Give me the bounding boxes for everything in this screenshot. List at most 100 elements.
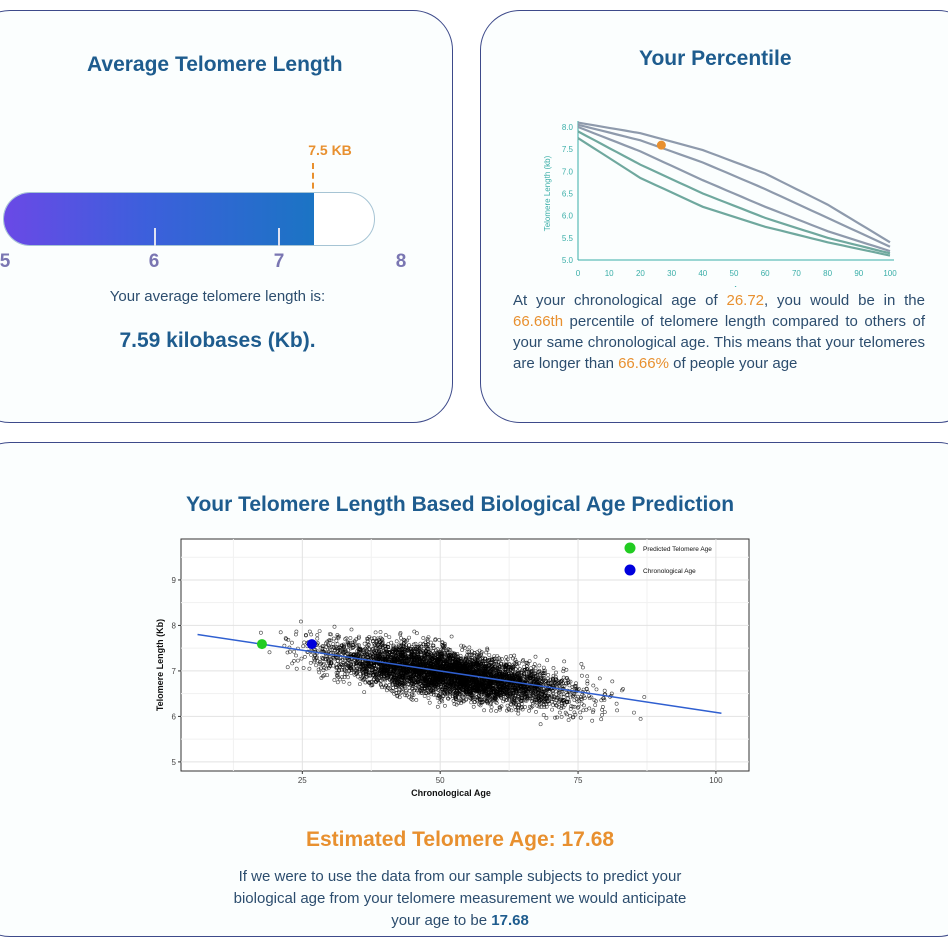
- scatter-point: [328, 638, 333, 643]
- percentile-chart: 0 10 20 30 40 50 60 70 80 90 1005.05.56.06.57.07.5…: [543, 121, 897, 287]
- gauge-tick-6: [154, 228, 156, 246]
- scatter-point: [425, 637, 430, 641]
- scatter-point: [585, 674, 590, 679]
- scatter-point: [307, 629, 312, 634]
- percentile-y-tick-label: 7.5: [562, 145, 574, 154]
- percentile-y-tick-label: 5.0: [562, 256, 574, 265]
- scatter-point: [561, 675, 566, 680]
- scatter-point: [351, 668, 356, 673]
- scatter-point: [363, 680, 368, 685]
- scatter-point: [437, 692, 442, 697]
- scatter-point: [602, 710, 607, 715]
- percent-value: 66.66%: [618, 355, 669, 372]
- scatter-point: [537, 663, 542, 668]
- scatter-point: [570, 704, 575, 709]
- scatter-point: [309, 632, 314, 637]
- scatter-point: [292, 649, 297, 654]
- scatter-point: [555, 715, 559, 720]
- scatter-point: [494, 709, 499, 713]
- scatter-point: [615, 708, 620, 713]
- scatter-point: [526, 661, 530, 666]
- telomere-length-card: Average Telomere Length 7.5 KB 5 6 7 8 Y…: [0, 10, 453, 423]
- scatter-point: [372, 643, 377, 648]
- scatter-point: [344, 672, 349, 677]
- prediction-card: Your Telomere Length Based Biological Ag…: [0, 442, 948, 937]
- scatter-point: [559, 706, 564, 711]
- scatter-point: [554, 670, 558, 675]
- scatter-point: [504, 708, 509, 713]
- scatter-point: [314, 663, 319, 668]
- scatter-point: [427, 700, 432, 705]
- scatter-point: [582, 696, 587, 700]
- scatter-point: [570, 685, 575, 689]
- scatter-point: [578, 710, 583, 715]
- scatter-point: [428, 640, 433, 645]
- scatter-point: [449, 634, 454, 639]
- scatter-point: [347, 643, 351, 648]
- scatter-point: [508, 702, 513, 706]
- scatter-point: [585, 679, 590, 684]
- percentile-x-tick-label: 80: [823, 269, 832, 278]
- scatter-point: [533, 654, 538, 659]
- scatter-point: [448, 648, 453, 652]
- scatter-point: [538, 722, 543, 727]
- scatter-point: [437, 638, 442, 642]
- scatter-point: [394, 639, 399, 644]
- scatter-point: [290, 661, 295, 666]
- percentile-x-tick-label: 90: [854, 269, 863, 278]
- scatter-point: [572, 710, 577, 715]
- percentile-card: Your Percentile 0 10 20 30 40 50 60 70 80 90 100 5.…: [480, 10, 948, 423]
- scatter-point: [366, 643, 371, 648]
- scatter-point: [497, 707, 502, 712]
- scatter-point: [365, 639, 370, 644]
- percentile-text-4: of people your age: [668, 355, 798, 372]
- scatter-point: [346, 675, 350, 680]
- telomere-gauge-fill: [4, 193, 314, 245]
- scatter-point: [357, 643, 361, 648]
- scatter-point: [426, 635, 431, 640]
- percentile-curve-4: [577, 130, 891, 255]
- percentile-y-tick-label: 8.0: [562, 123, 574, 132]
- gauge-scale-label-8: 8: [395, 251, 407, 272]
- scatter-point: [285, 650, 290, 655]
- telomere-gauge-bar: [3, 192, 375, 246]
- scatter-point: [338, 677, 343, 682]
- percentile-curve-5: [577, 137, 891, 257]
- percentile-x-tick-label: 60: [761, 269, 770, 278]
- scatter-point: [378, 630, 383, 634]
- percentile-y-tick-label: 7.0: [562, 167, 574, 176]
- gauge-card-title: Average Telomere Length: [87, 53, 343, 76]
- scatter-point: [561, 692, 566, 696]
- percentile-x-tick-label: 20: [636, 269, 645, 278]
- percentile-y-tick-label: 5.5: [562, 234, 574, 243]
- scatter-point: [435, 704, 440, 709]
- scatter-point: [301, 666, 306, 670]
- scatter-point-cloud: [259, 619, 647, 727]
- scatter-point: [590, 710, 595, 715]
- scatter-point: [609, 691, 614, 696]
- scatter-point: [557, 710, 562, 715]
- percentile-curve-2: [577, 123, 891, 248]
- gauge-scale-label-6: 6: [148, 251, 160, 272]
- scatter-point: [278, 630, 283, 635]
- scatter-point: [413, 641, 418, 646]
- scatter-point: [523, 705, 528, 709]
- scatter-point: [440, 640, 445, 645]
- scatter-point: [398, 636, 403, 640]
- percentile-value: 66.66th: [513, 313, 564, 330]
- gauge-tick-7: [278, 228, 280, 246]
- scatter-point: [463, 646, 467, 650]
- scatter-point: [534, 709, 538, 714]
- percentile-x-axis-label: Age: [733, 285, 748, 287]
- percentile-description: At your chronological age of 26.72, you …: [513, 290, 925, 374]
- scatter-point: [342, 658, 347, 663]
- scatter-point: [398, 631, 403, 635]
- scatter-point: [638, 716, 643, 721]
- scatter-point: [578, 715, 583, 720]
- scatter-point: [286, 638, 291, 642]
- gauge-marker-line: [312, 163, 314, 218]
- scatter-point: [597, 676, 602, 681]
- scatter-point: [559, 714, 564, 719]
- percentile-y-axis-label: Telomere Length (kb): [543, 155, 552, 231]
